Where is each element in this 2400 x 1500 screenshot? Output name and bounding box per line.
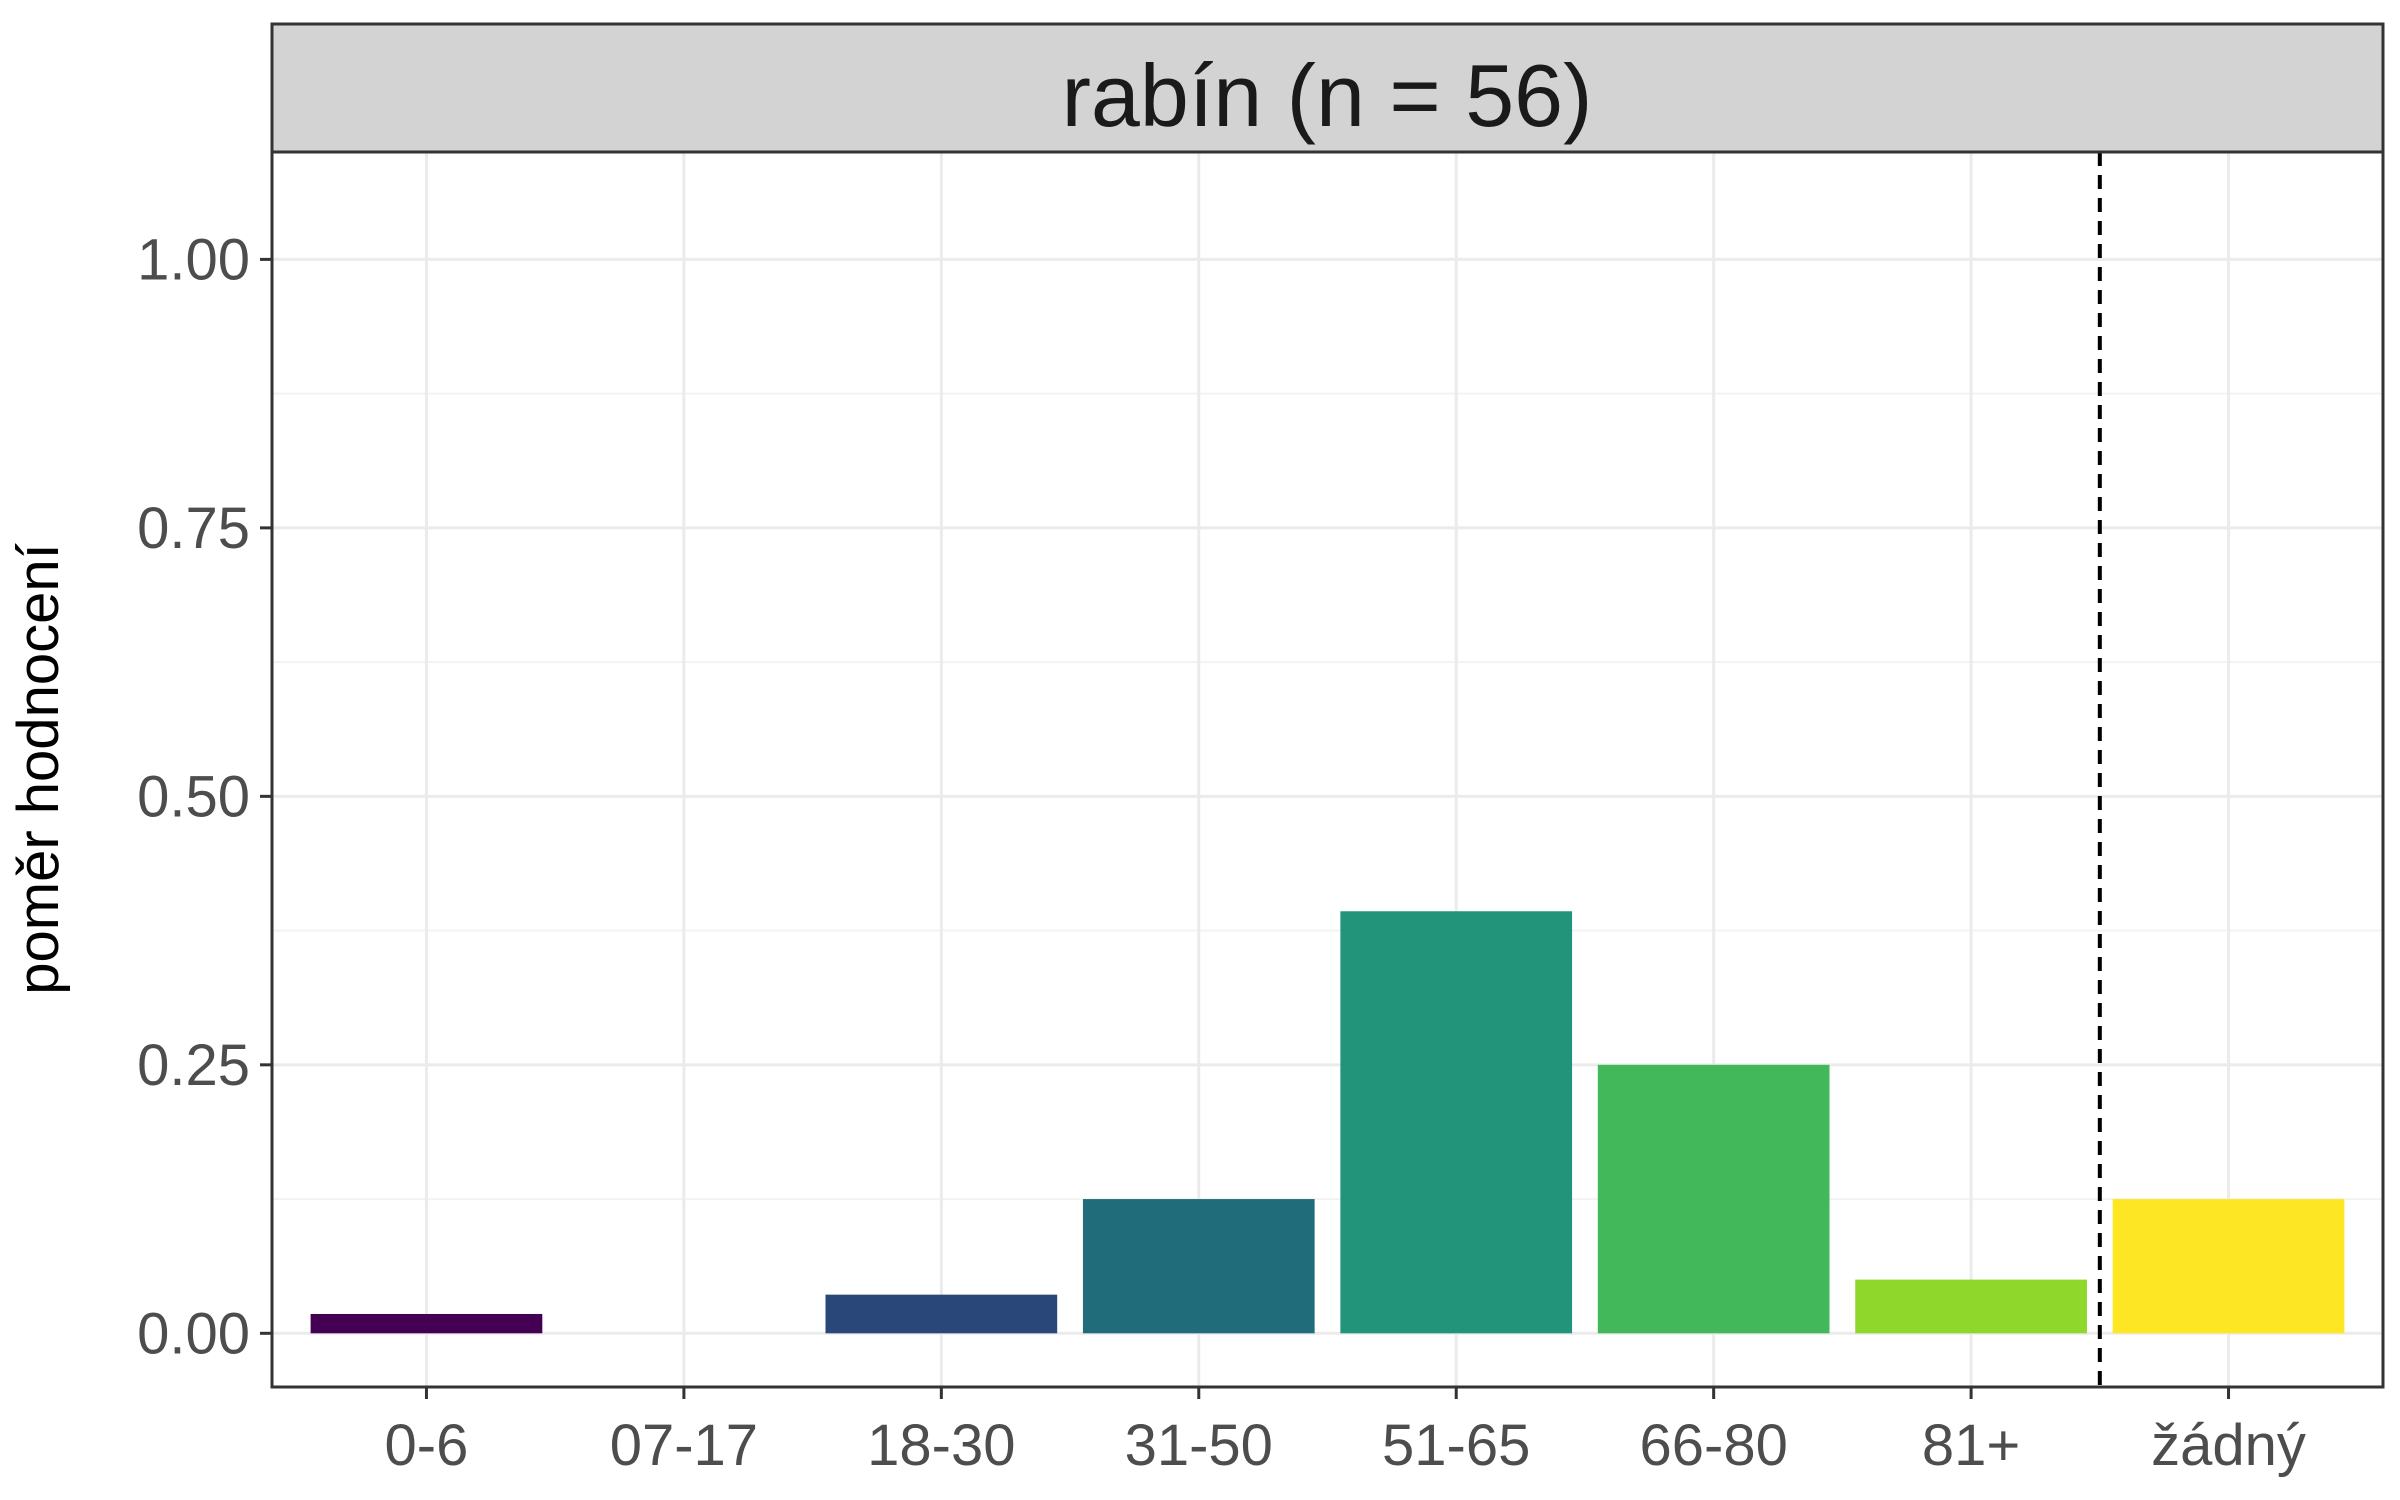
y-tick-label: 0.50 — [137, 764, 250, 829]
strip-background — [270, 22, 2385, 154]
y-tick-label: 0.75 — [137, 496, 250, 561]
major-grid — [272, 152, 2383, 1387]
x-tick-label: 18-30 — [867, 1413, 1015, 1478]
bar-51-65 — [1340, 911, 1573, 1334]
x-tick-label: 51-65 — [1382, 1413, 1530, 1478]
x-tick-label: 31-50 — [1125, 1413, 1273, 1478]
x-tick-label: 07-17 — [610, 1413, 758, 1478]
x-axis: 0-6 07-17 18-30 31-50 51-65 66-80 81+ žádný — [385, 1387, 2306, 1478]
bar-0-6 — [310, 1313, 543, 1334]
panel-border — [270, 150, 2385, 1389]
x-tick-label: 0-6 — [385, 1413, 469, 1478]
x-tick-label: 66-80 — [1639, 1413, 1787, 1478]
bar-18-30 — [825, 1294, 1058, 1334]
y-tick-label: 0.25 — [137, 1033, 250, 1098]
y-tick-label: 1.00 — [137, 227, 250, 292]
bars — [310, 911, 2345, 1334]
chart-title: rabín (n = 56) — [1062, 46, 1593, 145]
y-axis-label: poměr hodnocení — [6, 543, 71, 994]
y-axis: 0.00 0.25 0.50 0.75 1.00 — [137, 227, 272, 1366]
bar-66-80 — [1597, 1064, 1830, 1334]
x-tick-label: žádný — [2151, 1413, 2306, 1478]
y-tick-label: 0.00 — [137, 1301, 250, 1366]
minor-grid — [272, 392, 2383, 1201]
x-tick-label: 81+ — [1922, 1413, 2020, 1478]
bar-81+ — [1855, 1279, 2087, 1334]
bar-žádný — [2112, 1199, 2345, 1334]
bar-31-50 — [1082, 1199, 1315, 1334]
